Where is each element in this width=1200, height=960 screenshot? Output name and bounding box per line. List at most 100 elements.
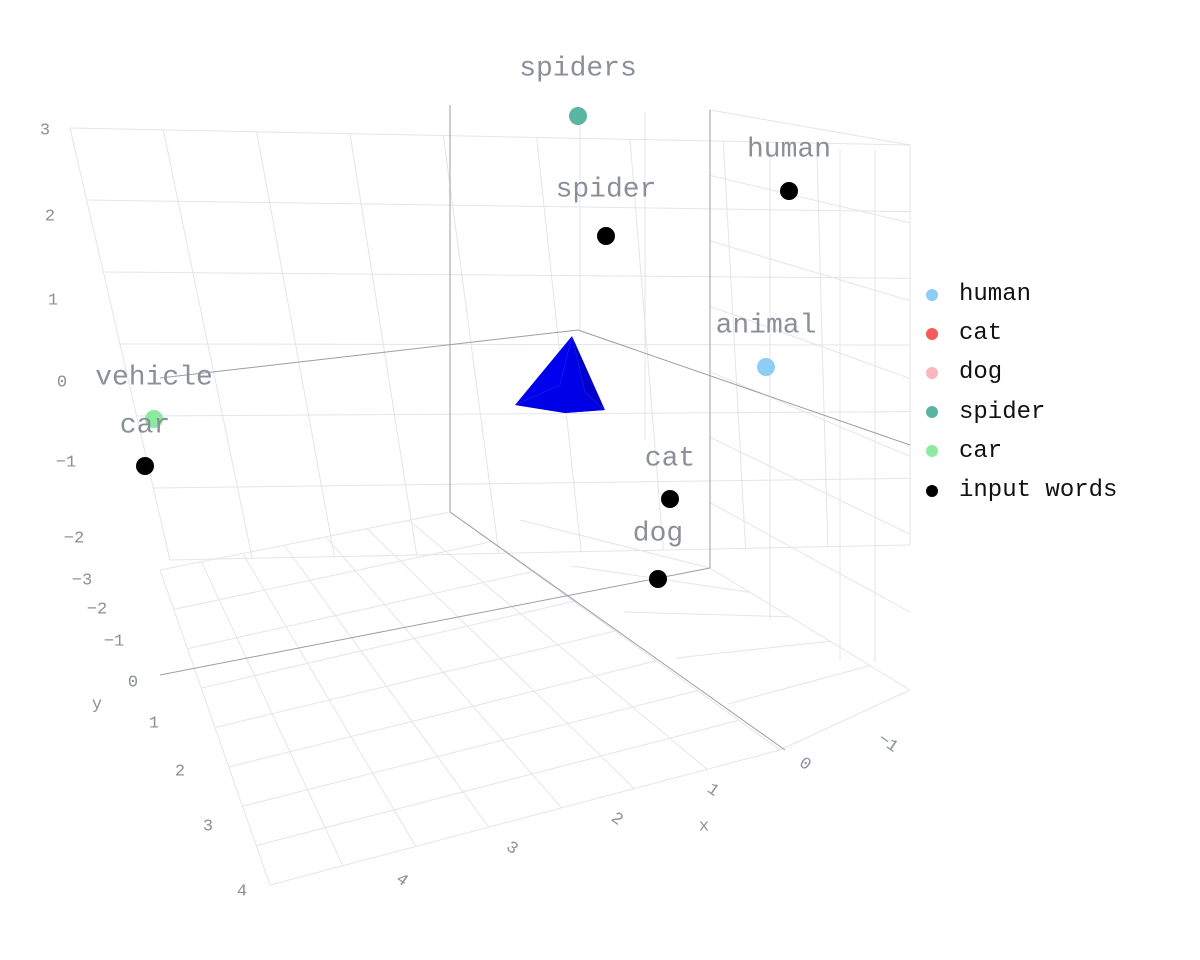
point-label-spiders: spiders <box>519 53 637 84</box>
floor-gridline <box>366 528 635 789</box>
x-tick-label: 4 <box>392 870 411 891</box>
point-vehicle[interactable] <box>145 410 163 428</box>
floor-gridline <box>159 511 451 571</box>
right-wall-gridline <box>709 436 911 535</box>
axis-box-edge <box>577 329 911 446</box>
y-tick-label: −2 <box>87 600 107 619</box>
axis-box-edge <box>159 567 711 676</box>
y-tick-label: −3 <box>72 571 92 590</box>
cone-face-center <box>515 336 605 413</box>
point-car[interactable] <box>136 457 154 475</box>
back-wall-gridline-v <box>256 131 335 557</box>
back-wall-gridline-v <box>536 137 582 552</box>
point-cat[interactable] <box>661 490 679 508</box>
back-wall-gridline-h <box>69 127 911 146</box>
point-human[interactable] <box>780 182 798 200</box>
y-tick-label: 0 <box>128 673 138 692</box>
y-tick-label: 4 <box>237 882 247 901</box>
point-spiders[interactable] <box>569 107 587 125</box>
point-label-animal: animal <box>716 310 817 341</box>
back-wall-gridline-v <box>629 139 664 551</box>
x-tick-label: −1 <box>874 730 902 757</box>
floor-gridline <box>325 536 562 809</box>
legend-marker <box>926 445 938 458</box>
floor-gridline <box>159 569 271 886</box>
back-wall-gridline-v <box>722 141 747 549</box>
right-wall-gridline <box>709 567 911 691</box>
floor-gridline <box>228 660 657 768</box>
z-tick-label: 0 <box>57 373 67 392</box>
x-axis-title: x <box>699 817 709 836</box>
back-wall-gridline-h <box>119 343 911 346</box>
right-wall-gridline <box>709 371 911 457</box>
right-wall-gridline <box>709 174 911 224</box>
x-tick-label: 3 <box>502 838 521 859</box>
floor-gridline <box>256 719 739 847</box>
floor-gridline <box>200 561 344 866</box>
point-label-vehicle: vehicle <box>95 362 213 393</box>
point-dog[interactable] <box>649 570 667 588</box>
back-wall-gridline-v <box>69 127 171 561</box>
floor-gridline-x <box>779 689 911 751</box>
legend-marker <box>926 327 938 340</box>
z-tick-label: 2 <box>45 207 55 226</box>
floor-gridline-x <box>519 519 711 569</box>
point-label-dog: dog <box>633 518 683 549</box>
back-wall-gridline-v <box>349 133 418 556</box>
z-tick-label: 1 <box>48 291 58 310</box>
legend-label: dog <box>959 359 1003 387</box>
tick-labels: 3 2 1 0 −1 −2 −3 −2 −1 0 1 2 3 4 −1 0 1 2 3 4 y x <box>40 121 901 901</box>
floor-gridline <box>269 749 781 886</box>
y-axis-title: y <box>92 695 102 714</box>
cone-face-right <box>572 336 605 410</box>
legend-label: human <box>959 281 1032 309</box>
floor-gridline-x <box>623 611 791 618</box>
legend-marker <box>926 366 938 379</box>
axis-box-edge <box>449 511 786 751</box>
right-wall-gridline <box>709 502 911 613</box>
back-wall-gridline-h <box>169 544 911 561</box>
y-tick-label: −1 <box>104 632 124 651</box>
point-animal[interactable] <box>757 358 775 376</box>
legend-marker <box>926 288 938 301</box>
legend-item-spider[interactable]: spider <box>922 393 1117 432</box>
legend-item-human[interactable]: human <box>922 275 1117 314</box>
legend-label: cat <box>959 320 1003 348</box>
point-label-human: human <box>747 134 831 165</box>
back-wall-gridline-v <box>162 129 253 559</box>
back-wall-gridline-v <box>816 143 829 547</box>
back-wall-gridline-h <box>136 411 911 417</box>
data-points: animal spiders vehicle human spider cat dog car <box>95 53 831 588</box>
legend-item-input-words[interactable]: input words <box>922 471 1117 510</box>
floor-gridline-x <box>675 640 831 659</box>
floor-gridline <box>214 630 616 728</box>
floor-gridline <box>242 690 698 807</box>
x-tick-label: 2 <box>607 809 626 830</box>
legend-item-car[interactable]: car <box>922 432 1117 471</box>
z-tick-label: −2 <box>64 529 84 548</box>
back-wall-gridline-h <box>103 271 911 279</box>
back-wall-gridline-h <box>153 477 911 489</box>
floor-gridline <box>187 571 533 650</box>
y-tick-label: 2 <box>175 762 185 781</box>
cone-glyph <box>515 336 605 413</box>
back-wall-gridline-h <box>86 199 911 213</box>
point-label-car: car <box>120 410 170 441</box>
legend-label: spider <box>959 398 1046 426</box>
right-wall-gridline <box>709 305 911 380</box>
axis-box-edge <box>159 329 579 379</box>
legend-item-cat[interactable]: cat <box>922 314 1117 353</box>
legend-item-dog[interactable]: dog <box>922 353 1117 392</box>
point-label-spider: spider <box>556 174 657 205</box>
point-spider[interactable] <box>597 227 615 245</box>
legend: human cat dog spider car input words <box>922 275 1117 510</box>
floor-gridline <box>173 541 492 610</box>
floor-gridline <box>283 544 489 828</box>
back-wall-gridline-v <box>442 135 500 554</box>
right-wall-gridline <box>709 109 911 146</box>
floor-gridline-x <box>727 665 871 705</box>
cone-face-left <box>515 336 572 405</box>
grid-layer <box>69 105 911 886</box>
y-tick-label: 1 <box>149 714 159 733</box>
